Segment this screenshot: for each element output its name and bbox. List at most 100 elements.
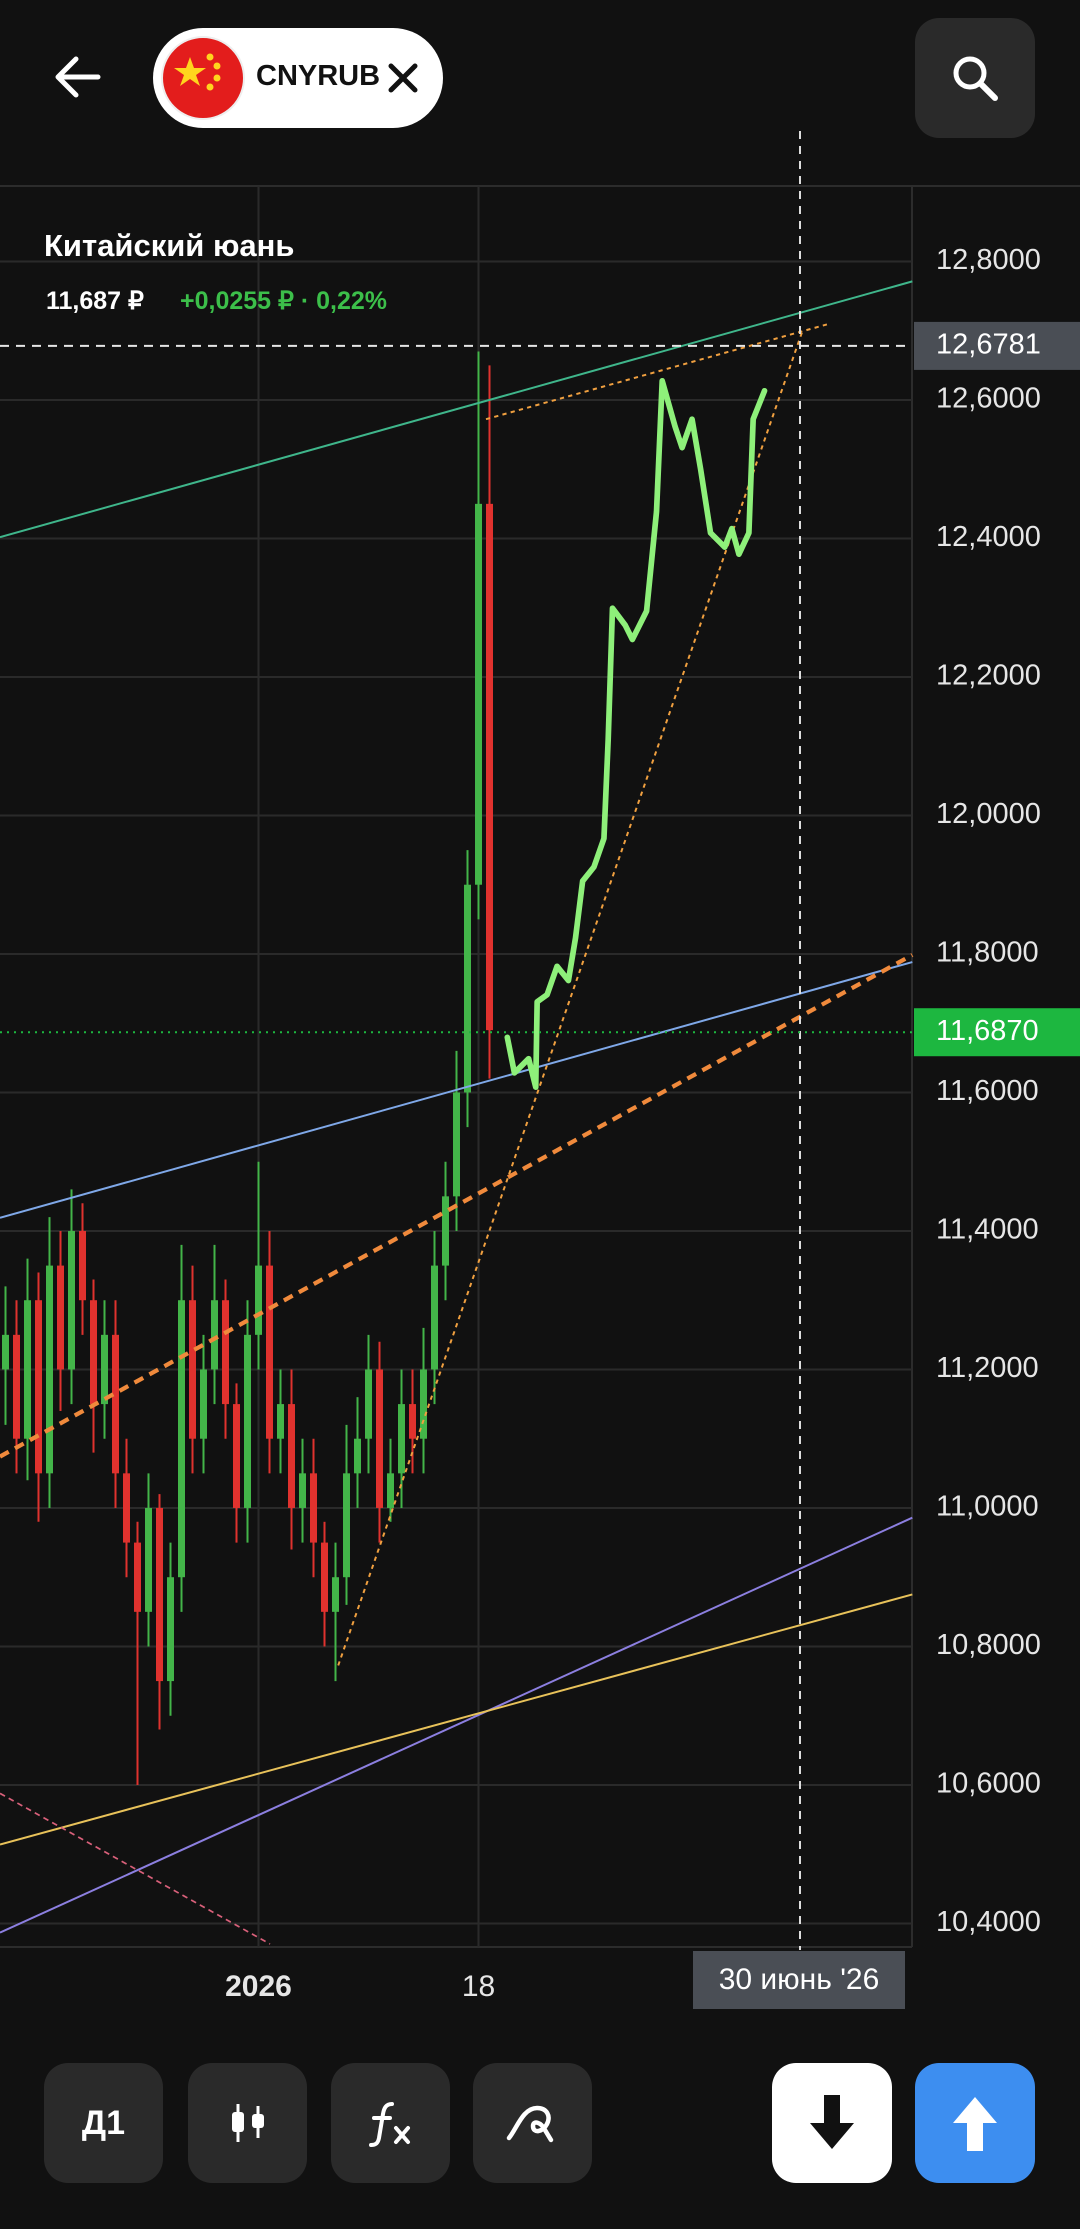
candle-body [376,1369,383,1508]
candle-body [310,1473,317,1543]
search-button[interactable] [915,18,1035,138]
candle-body [46,1265,53,1474]
candle-body [365,1369,372,1439]
y-tick-label: 10,8000 [936,1629,1041,1661]
candle-body [266,1265,273,1439]
candle-body [277,1404,284,1439]
candle-body [453,1092,460,1197]
indicators-button[interactable] [331,2063,450,2183]
candle-body [57,1265,64,1370]
trend-line [337,329,804,1666]
y-tick-label: 12,6000 [936,383,1041,415]
candle-body [343,1473,350,1578]
price-label-box [914,1008,1080,1057]
candle-body [167,1577,174,1682]
price-label: 12,6781 [936,329,1041,361]
candle-body [398,1404,405,1474]
candle-body [420,1369,427,1439]
candle-body [255,1265,262,1335]
chart-type-button[interactable] [188,2063,307,2183]
crosshair-date: 30 июнь '26 [719,1963,880,1996]
timeframe-label: Д1 [81,2103,126,2142]
candle-body [200,1369,207,1439]
buy-button[interactable] [915,2063,1035,2183]
timeframe-button[interactable]: Д1 [44,2063,163,2183]
candle-body [35,1300,42,1474]
y-tick-label: 10,6000 [936,1768,1041,1800]
trend-line [0,280,913,539]
trend-line [0,1593,913,1846]
price-label: 11,6870 [936,1015,1039,1047]
y-tick-label: 11,4000 [936,1214,1039,1246]
y-tick-label: 11,0000 [936,1491,1039,1523]
candle-body [24,1300,31,1439]
candle-body [90,1300,97,1405]
trend-line [0,1792,271,1945]
trend-line [0,953,914,1459]
flag-icon [161,36,245,120]
candle-body [123,1473,130,1543]
back-icon [55,56,101,98]
candle-body [409,1404,416,1439]
instrument-change: +0,0255 ₽ · 0,22% [180,287,388,315]
y-tick-label: 11,8000 [936,937,1039,969]
candle-body [233,1404,240,1508]
instrument-name: Китайский юань [44,228,295,263]
candle-body [134,1542,141,1612]
candles [2,351,493,1785]
candle-body [2,1334,9,1370]
candle-body [486,503,493,1031]
candle-body [13,1334,20,1439]
brush-drawing [504,377,768,1090]
down-arrow [810,2095,854,2149]
drawings [0,280,914,1945]
candle-body [79,1230,86,1301]
search-icon [953,56,998,101]
candle-body [211,1300,218,1370]
candle-body [464,884,471,1093]
candle-body [475,503,482,885]
candle-body [145,1507,152,1612]
candle-body [442,1196,449,1266]
up-arrow [953,2097,997,2151]
y-tick-label: 10,4000 [936,1906,1041,1938]
candle-body [387,1473,394,1508]
candle-body [431,1265,438,1370]
candle-body [189,1300,196,1439]
y-tick-label: 11,6000 [936,1075,1039,1107]
trend-line [0,1516,913,1934]
candle-body [68,1230,75,1370]
ticker-pill[interactable]: CNYRUB [153,28,443,128]
candle-body [299,1473,306,1508]
candle-body [321,1542,328,1612]
y-tick-label: 12,4000 [936,521,1041,553]
drawing-button[interactable] [473,2063,592,2183]
candle-body [112,1334,119,1474]
candle-body [244,1334,251,1508]
candle-body [178,1300,185,1578]
close-icon[interactable] [387,62,419,94]
instrument-price: 11,687 ₽ [46,287,144,315]
back-button[interactable] [50,50,104,104]
x-tick-label: 18 [462,1970,495,2003]
draw-icon [506,2105,553,2143]
fx-icon [368,2102,410,2147]
candle-body [288,1404,295,1508]
price-label-box [914,321,1080,370]
trend-line [0,961,913,1219]
crosshair-date-box [693,1951,905,2009]
ticker-symbol: CNYRUB [256,60,381,92]
candle-body [222,1300,229,1405]
y-tick-label: 12,8000 [936,244,1041,276]
candle-body [101,1334,108,1405]
sell-button[interactable] [772,2063,892,2183]
candle-body [354,1438,361,1474]
candle-body [332,1577,339,1612]
candle-body [156,1507,163,1682]
y-tick-label: 11,2000 [936,1352,1039,1384]
y-tick-label: 12,2000 [936,660,1041,692]
x-tick-label: 2026 [225,1970,292,2003]
y-tick-label: 12,0000 [936,798,1041,830]
